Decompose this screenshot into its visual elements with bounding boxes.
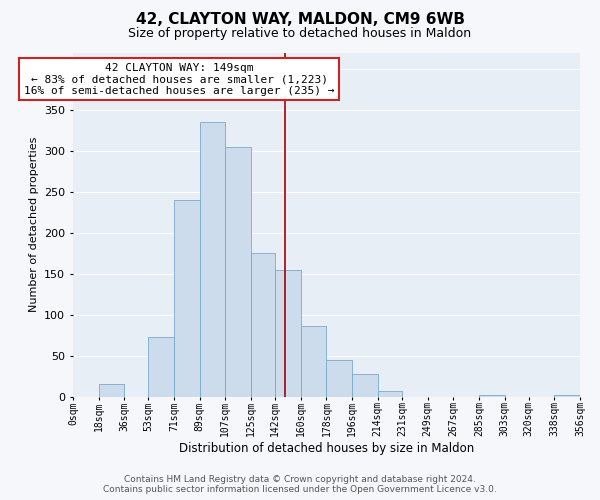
Y-axis label: Number of detached properties: Number of detached properties bbox=[29, 137, 38, 312]
Bar bbox=[301, 326, 326, 397]
Text: Size of property relative to detached houses in Maldon: Size of property relative to detached ho… bbox=[128, 28, 472, 40]
Text: Contains HM Land Registry data © Crown copyright and database right 2024.
Contai: Contains HM Land Registry data © Crown c… bbox=[103, 474, 497, 494]
Text: 42 CLAYTON WAY: 149sqm
← 83% of detached houses are smaller (1,223)
16% of semi-: 42 CLAYTON WAY: 149sqm ← 83% of detached… bbox=[24, 63, 334, 96]
Bar bbox=[479, 396, 505, 397]
Bar bbox=[378, 392, 402, 397]
Text: 42, CLAYTON WAY, MALDON, CM9 6WB: 42, CLAYTON WAY, MALDON, CM9 6WB bbox=[136, 12, 464, 28]
Bar bbox=[148, 337, 174, 397]
Bar bbox=[200, 122, 226, 397]
Bar bbox=[174, 200, 200, 397]
Bar bbox=[554, 396, 580, 397]
Bar bbox=[98, 384, 124, 397]
Bar bbox=[226, 147, 251, 397]
Bar bbox=[275, 270, 301, 397]
Bar bbox=[352, 374, 378, 397]
Bar bbox=[326, 360, 352, 397]
Bar bbox=[251, 254, 275, 397]
X-axis label: Distribution of detached houses by size in Maldon: Distribution of detached houses by size … bbox=[179, 442, 474, 455]
